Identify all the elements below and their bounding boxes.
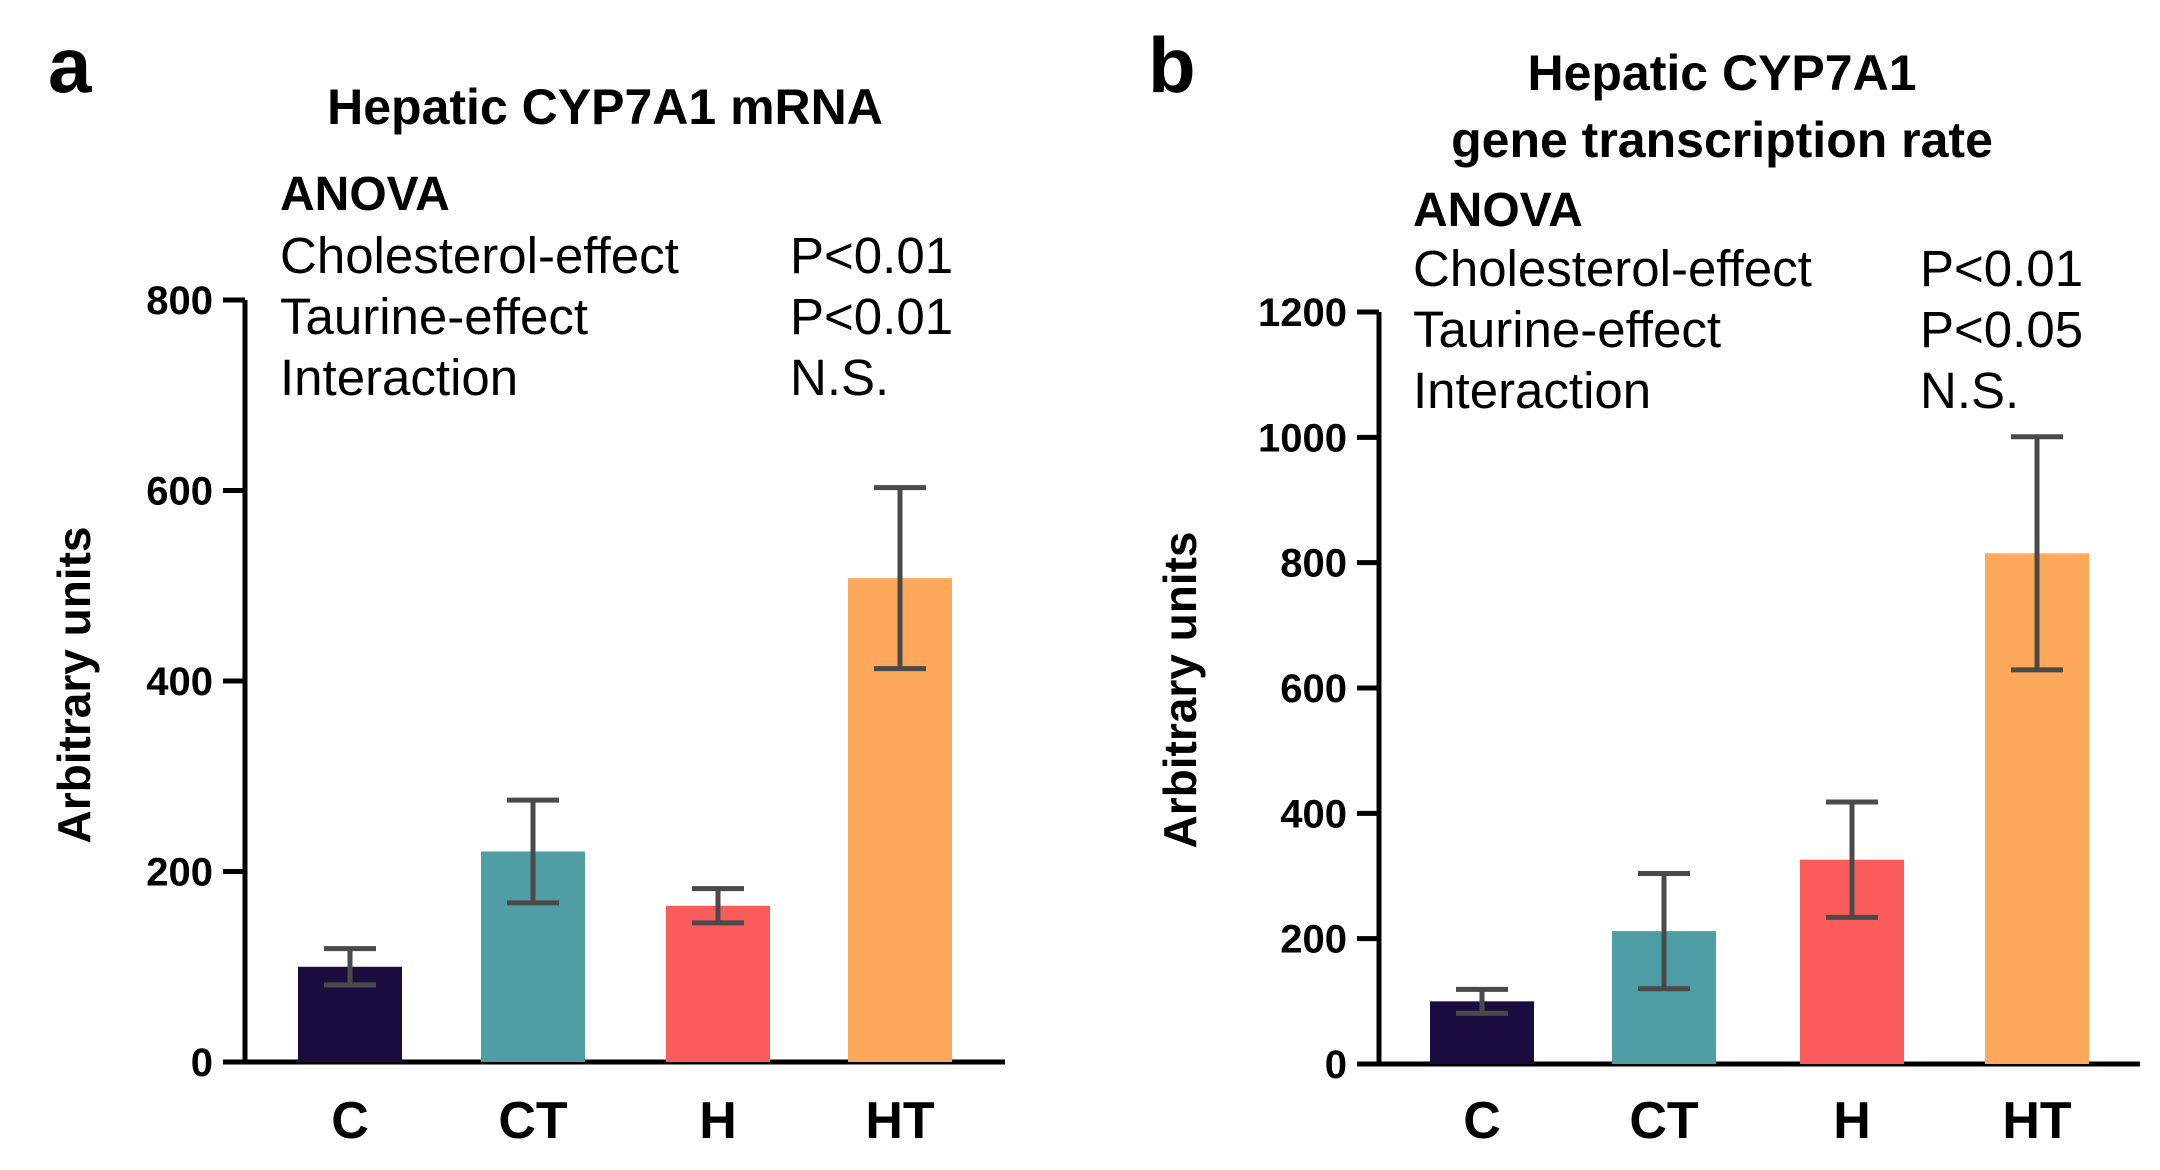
y-tick-label: 400 xyxy=(1280,792,1347,836)
panel-a-y-ticks: 0 200 400 600 800 xyxy=(146,279,245,1085)
x-tick-label: HT xyxy=(2002,1092,2072,1150)
x-tick-label: H xyxy=(699,1092,737,1150)
y-tick-label: 800 xyxy=(146,279,213,323)
panel-b-bars xyxy=(1430,553,2089,1064)
anova-label-interaction: Interaction xyxy=(280,349,518,406)
anova-label-cholesterol: Cholesterol-effect xyxy=(280,227,679,284)
panel-a: a Hepatic CYP7A1 mRNA ANOVA Cholesterol-… xyxy=(48,21,1005,1150)
anova-value-taurine: P<0.01 xyxy=(790,288,953,345)
anova-value-interaction: N.S. xyxy=(790,349,889,406)
y-tick-label: 600 xyxy=(146,470,213,514)
panel-letter-b: b xyxy=(1148,21,1196,109)
panel-letter-a: a xyxy=(48,21,92,109)
anova-heading: ANOVA xyxy=(280,168,450,221)
anova-value-taurine: P<0.05 xyxy=(1920,301,2083,358)
error-bar xyxy=(507,797,559,906)
panel-b-y-ticks: 0 200 400 600 800 1000 1200 xyxy=(1258,291,1379,1087)
y-tick-label: 200 xyxy=(1280,918,1347,962)
panel-b-title-line-1: Hepatic CYP7A1 xyxy=(1527,45,1916,101)
panel-a-anova: ANOVA Cholesterol-effect P<0.01 Taurine-… xyxy=(280,168,953,406)
anova-label-taurine: Taurine-effect xyxy=(1413,301,1721,358)
y-tick-label: 1000 xyxy=(1258,416,1347,460)
error-bar xyxy=(692,886,744,926)
panel-a-bars xyxy=(298,578,952,1062)
y-tick-label: 800 xyxy=(1280,542,1347,586)
panel-a-y-axis-label: Arbitrary units xyxy=(48,527,100,844)
anova-label-taurine: Taurine-effect xyxy=(280,288,588,345)
panel-b-y-axis-label: Arbitrary units xyxy=(1154,532,1206,849)
panel-b-anova: ANOVA Cholesterol-effect P<0.01 Taurine-… xyxy=(1413,184,2083,419)
y-tick-label: 600 xyxy=(1280,667,1347,711)
x-tick-label: HT xyxy=(865,1092,935,1150)
error-bar xyxy=(324,946,376,988)
panel-b-title-line-2: gene transcription rate xyxy=(1451,112,1993,168)
anova-label-cholesterol: Cholesterol-effect xyxy=(1413,240,1812,297)
error-bar xyxy=(874,485,926,672)
anova-heading: ANOVA xyxy=(1413,184,1583,237)
x-tick-label: CT xyxy=(1629,1092,1699,1150)
anova-label-interaction: Interaction xyxy=(1413,362,1651,419)
error-bar xyxy=(2011,434,2063,673)
y-tick-label: 400 xyxy=(146,660,213,704)
panel-b: b Hepatic CYP7A1 gene transcription rate… xyxy=(1148,21,2140,1150)
anova-value-cholesterol: P<0.01 xyxy=(1920,240,2083,297)
x-tick-label: H xyxy=(1833,1092,1871,1150)
y-tick-label: 200 xyxy=(146,851,213,895)
anova-value-interaction: N.S. xyxy=(1920,362,2019,419)
y-tick-label: 0 xyxy=(191,1041,213,1085)
x-tick-label: CT xyxy=(498,1092,568,1150)
x-tick-label: C xyxy=(331,1092,369,1150)
bar xyxy=(666,905,770,1062)
error-bar xyxy=(1638,870,1690,992)
error-bar xyxy=(1826,799,1878,920)
panel-b-x-tick-labels: C CT H HT xyxy=(1463,1092,2072,1150)
y-tick-label: 0 xyxy=(1325,1043,1347,1087)
panel-a-title: Hepatic CYP7A1 mRNA xyxy=(327,79,883,135)
error-bar xyxy=(1456,986,1508,1016)
panel-b-error-bars xyxy=(1456,434,2063,1016)
anova-value-cholesterol: P<0.01 xyxy=(790,227,953,284)
x-tick-label: C xyxy=(1463,1092,1501,1150)
y-tick-label: 1200 xyxy=(1258,291,1347,335)
panel-a-error-bars xyxy=(324,485,926,988)
panel-a-x-tick-labels: C CT H HT xyxy=(331,1092,935,1150)
